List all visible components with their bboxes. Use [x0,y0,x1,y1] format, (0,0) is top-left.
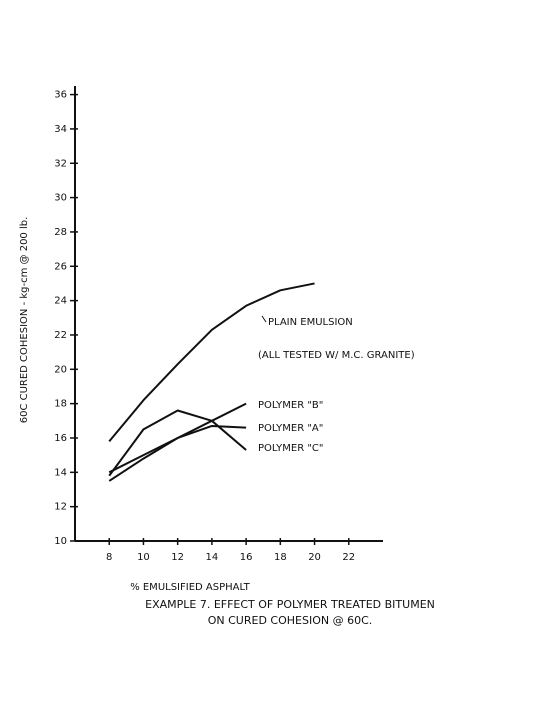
y-tick-label: 34 [54,124,67,135]
series-line [108,282,315,443]
y-tick-label: 28 [54,227,67,238]
y-tick-label: 18 [54,399,67,410]
y-tick-label: 32 [54,158,67,169]
y-tick-label: 14 [54,467,67,478]
y-tick-label: 30 [54,193,67,204]
chart-title: ON CURED COHESION @ 60C. [208,614,373,627]
y-tick-label: 24 [54,296,67,307]
x-tick-label: 18 [274,552,287,563]
series-line [108,424,247,482]
annotation-pointer [261,315,267,323]
x-tick-label: 8 [106,552,112,563]
x-axis-label: % EMULSIFIED ASPHALT [130,582,250,593]
series-label: POLYMER "B" [258,400,323,411]
series-label: POLYMER "C" [258,443,324,454]
y-tick-label: 36 [54,90,67,101]
y-tick-label: 16 [54,433,67,444]
x-tick-label: 22 [342,552,355,563]
y-tick-label: 12 [54,502,67,513]
y-tick-label: 26 [54,261,67,272]
annotation: (ALL TESTED W/ M.C. GRANITE) [258,350,415,361]
series-label: POLYMER "A" [258,423,323,434]
x-tick-label: 12 [171,552,184,563]
annotation: PLAIN EMULSION [268,317,353,328]
y-axis-label: 60C CURED COHESION - kg-cm @ 200 lb. [19,217,30,424]
x-tick-label: 10 [137,552,150,563]
x-tick-label: 20 [308,552,321,563]
x-tick-label: 14 [206,552,219,563]
x-tick-label: 16 [240,552,253,563]
y-tick-label: 10 [54,536,67,547]
y-tick-label: 22 [54,330,67,341]
y-tick-label: 20 [54,364,67,375]
chart-title: EXAMPLE 7. EFFECT OF POLYMER TREATED BIT… [145,598,435,611]
series-line [108,409,247,477]
